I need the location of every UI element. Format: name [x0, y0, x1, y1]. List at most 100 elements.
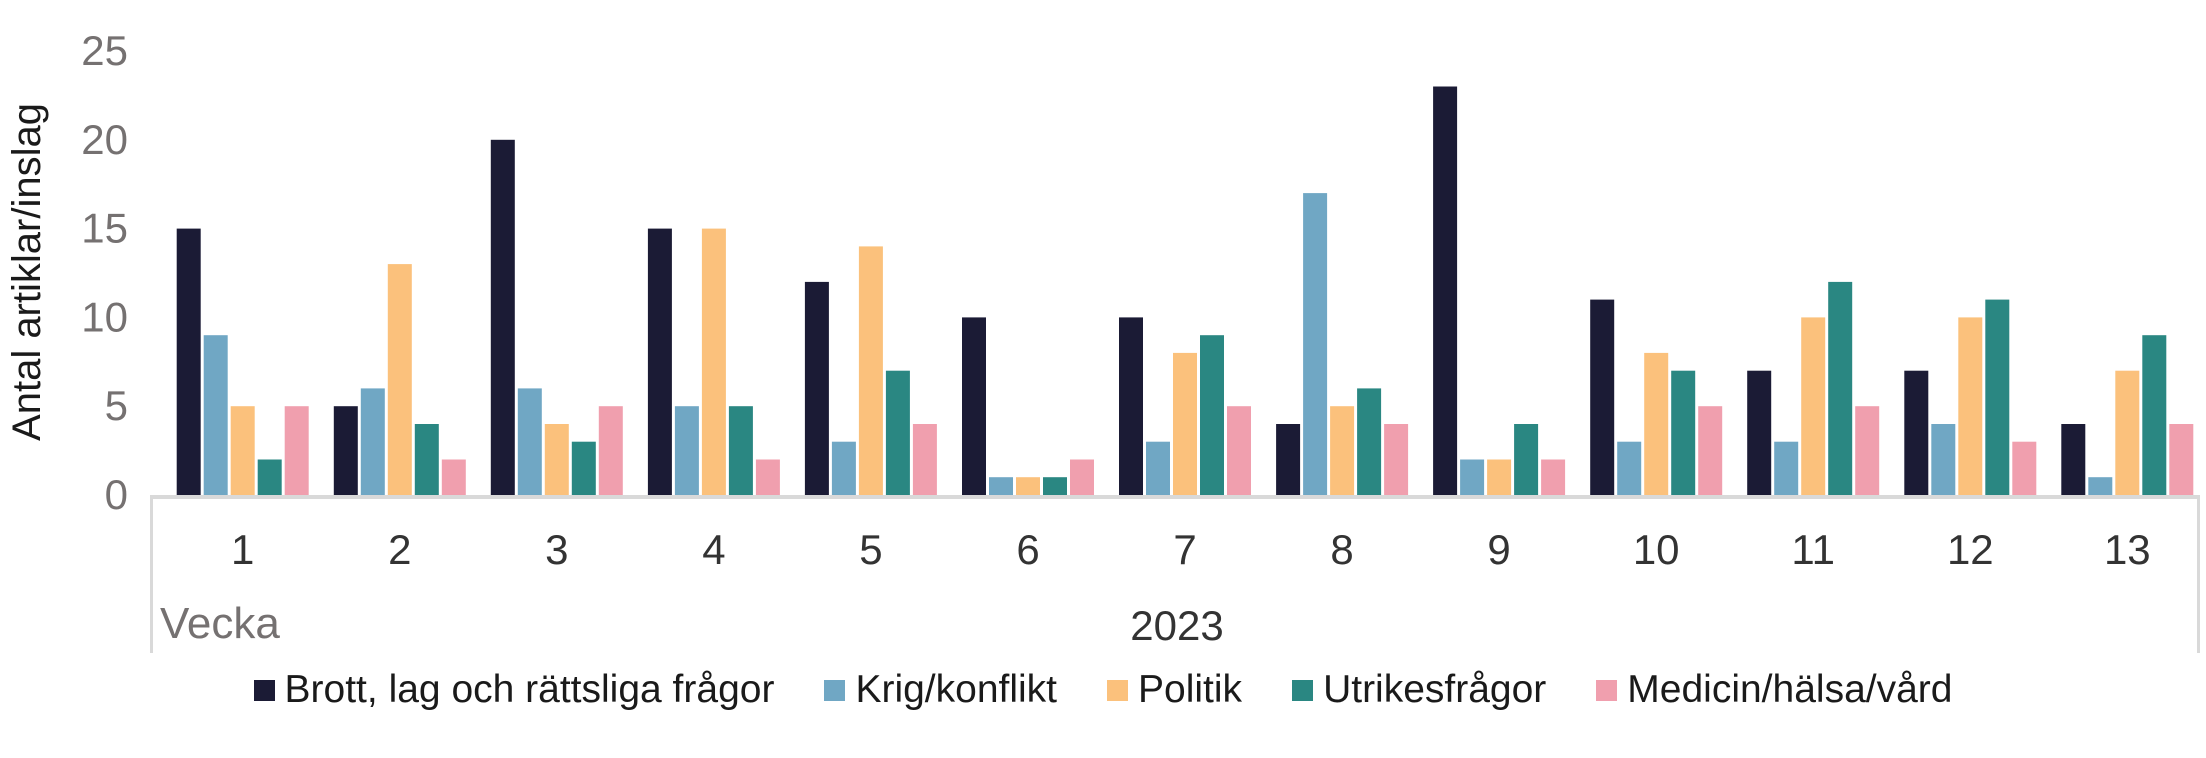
x-tick-label: 12	[1947, 526, 1994, 573]
bar	[1617, 441, 1642, 495]
bar	[1119, 317, 1143, 495]
x-axis-group-label: 2023	[1130, 602, 1223, 649]
bar	[1541, 459, 1566, 495]
legend-label-politik: Politik	[1138, 668, 1243, 711]
bar	[284, 406, 309, 495]
x-axis-row-label: Vecka	[160, 599, 280, 648]
bar	[1644, 352, 1669, 495]
bar	[1828, 281, 1853, 495]
bar	[1200, 335, 1224, 495]
bar	[1227, 406, 1251, 495]
y-tick-label: 15	[81, 205, 128, 252]
bar	[2012, 441, 2037, 495]
bar	[728, 406, 753, 495]
bar	[1904, 370, 1929, 495]
legend-item-brott: Brott, lag och rättsliga frågor	[253, 668, 775, 712]
x-tick-label: 6	[1016, 526, 1039, 573]
axis-frame-left	[150, 499, 153, 653]
bar	[1671, 370, 1696, 495]
legend-swatch-utrikes	[1292, 679, 1314, 701]
bar	[1330, 406, 1355, 495]
legend-item-utrikes: Utrikesfrågor	[1292, 668, 1546, 712]
x-tick-label: 5	[859, 526, 882, 573]
bar	[598, 406, 623, 495]
bar	[1146, 441, 1170, 495]
bar	[571, 441, 596, 495]
y-tick-label: 25	[81, 27, 128, 74]
x-tick-label: 7	[1173, 526, 1196, 573]
bar	[1958, 317, 1983, 495]
bar	[1433, 86, 1458, 495]
bar	[441, 459, 466, 495]
bar	[1016, 477, 1040, 495]
bar	[1357, 388, 1382, 495]
bar	[1043, 477, 1067, 495]
legend-label-medicin: Medicin/hälsa/vård	[1627, 668, 1953, 711]
legend-swatch-krig	[824, 679, 846, 701]
bar	[804, 281, 829, 495]
bar	[674, 406, 699, 495]
bar	[647, 228, 672, 495]
x-tick-label: 2	[388, 526, 411, 573]
x-tick-label: 1	[231, 526, 254, 573]
bar	[490, 139, 515, 496]
y-tick-label: 20	[81, 116, 128, 163]
bar	[2088, 477, 2113, 495]
bar	[2169, 424, 2194, 495]
bar	[1985, 299, 2010, 495]
bar	[414, 424, 439, 495]
y-tick-label: 0	[105, 471, 128, 518]
legend-item-politik: Politik	[1107, 668, 1242, 712]
bar	[1460, 459, 1485, 495]
x-tick-label: 10	[1633, 526, 1680, 573]
axis-frame-right	[2197, 499, 2200, 653]
bar	[1384, 424, 1409, 495]
legend-swatch-politik	[1107, 679, 1129, 701]
legend-swatch-brott	[253, 679, 275, 701]
legend-item-krig: Krig/konflikt	[824, 668, 1057, 712]
bar	[1276, 424, 1301, 495]
bar	[701, 228, 726, 495]
bar	[962, 317, 986, 495]
x-tick-label: 13	[2104, 526, 2151, 573]
bar	[1303, 193, 1328, 495]
x-tick-label: 4	[702, 526, 725, 573]
bar	[1855, 406, 1880, 495]
x-tick-label: 9	[1487, 526, 1510, 573]
y-axis-title: Antal artiklar/inslag	[5, 103, 49, 441]
legend-label-krig: Krig/konflikt	[855, 668, 1058, 711]
x-tick-label: 3	[545, 526, 568, 573]
bar	[885, 370, 910, 495]
legend-label-brott: Brott, lag och rättsliga frågor	[284, 668, 775, 711]
y-tick-label: 10	[81, 293, 128, 340]
bar	[755, 459, 780, 495]
bar	[1774, 441, 1799, 495]
bar	[2115, 370, 2140, 495]
x-axis-line	[150, 495, 2200, 499]
bar	[1070, 459, 1094, 495]
bar	[1173, 352, 1197, 495]
bar	[257, 459, 282, 495]
bar	[831, 441, 856, 495]
bar	[203, 335, 228, 495]
y-tick-label: 5	[105, 382, 128, 429]
bar	[544, 424, 569, 495]
bar	[360, 388, 385, 495]
bar	[858, 246, 883, 495]
legend-label-utrikes: Utrikesfrågor	[1323, 668, 1547, 711]
legend-item-medicin: Medicin/hälsa/vård	[1596, 668, 1952, 712]
legend: Brott, lag och rättsliga frågor Krig/kon…	[0, 662, 2206, 718]
bar	[989, 477, 1013, 495]
bar	[387, 264, 412, 495]
bar	[2061, 424, 2086, 495]
x-tick-label: 11	[1791, 526, 1835, 573]
bar	[1698, 406, 1723, 495]
bar	[1801, 317, 1826, 495]
legend-swatch-medicin	[1596, 679, 1618, 701]
bar	[333, 406, 358, 495]
bar	[1514, 424, 1539, 495]
bar	[1747, 370, 1772, 495]
